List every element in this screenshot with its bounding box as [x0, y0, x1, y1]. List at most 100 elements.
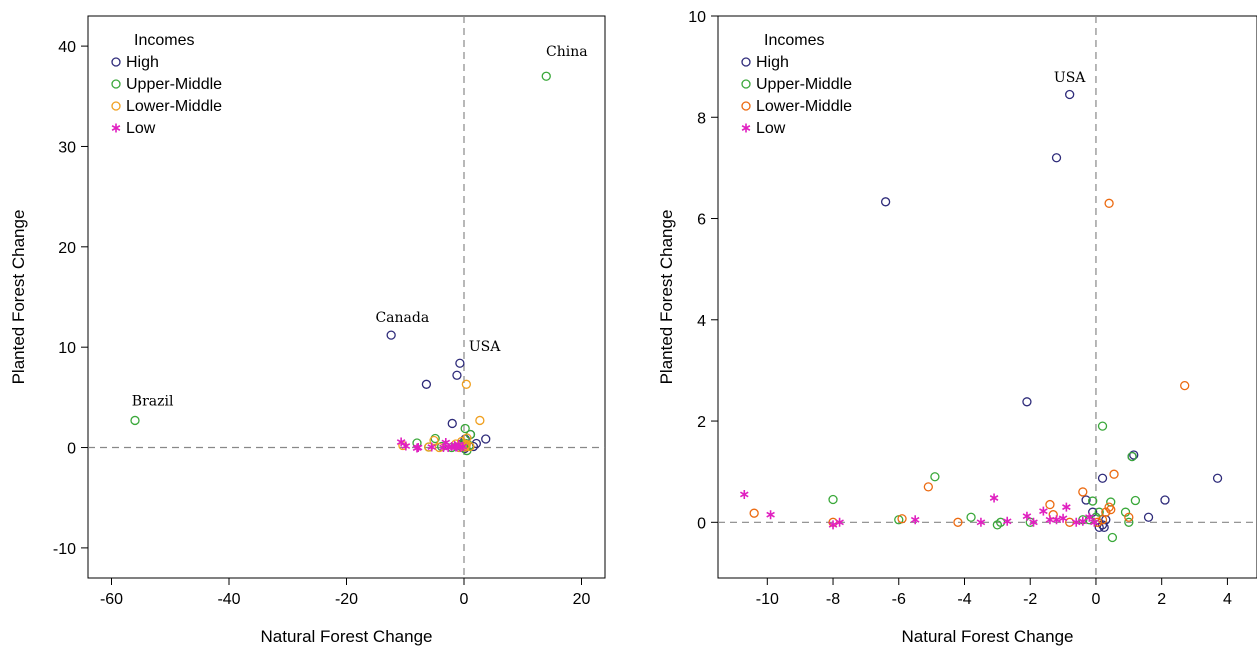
legend-entry-label: Upper-Middle: [756, 76, 852, 93]
data-point: [447, 418, 457, 429]
legend: Incomes High Upper-Middle Lower-Middle Low: [111, 32, 222, 137]
data-point: [1085, 512, 1094, 522]
y-tick-label: -10: [53, 541, 76, 558]
data-point: [481, 434, 491, 444]
x-axis-label: Natural Forest Change: [261, 627, 433, 646]
point-annotation: USA: [469, 339, 501, 355]
data-point: [1094, 507, 1104, 517]
point-annotation: China: [546, 44, 588, 60]
x-tick-label: -60: [100, 591, 123, 608]
point-annotation: Canada: [375, 310, 429, 326]
data-point: [1045, 515, 1055, 525]
data-point: [766, 510, 775, 520]
data-point: [465, 441, 475, 452]
legend-entry-label: High: [756, 54, 789, 71]
legend-entry-label: Upper-Middle: [126, 76, 222, 93]
legend-marker: [741, 123, 751, 133]
series-low: [396, 437, 468, 453]
data-point: [130, 415, 140, 426]
legend-marker: [111, 79, 121, 89]
series-high: [880, 89, 1223, 533]
data-point: [739, 489, 749, 499]
legend-title: Incomes: [764, 32, 824, 49]
legend-entry-label: High: [126, 54, 159, 71]
data-point: [455, 358, 465, 368]
data-point: [976, 517, 986, 527]
legend-marker: [111, 57, 121, 67]
data-point: [1071, 517, 1081, 527]
data-point: [475, 415, 485, 426]
data-point: [1124, 517, 1134, 527]
data-point: [1081, 495, 1091, 505]
legend-entry-label: Lower-Middle: [756, 98, 852, 115]
data-point: [910, 515, 920, 525]
legend: Incomes High Upper-Middle Lower-Middle Low: [741, 32, 852, 137]
x-tick-label: 0: [1092, 591, 1101, 608]
data-point: [427, 442, 436, 452]
x-tick-label: -40: [217, 591, 240, 608]
data-point: [1002, 516, 1012, 526]
data-point: [1180, 380, 1190, 391]
data-point: [828, 520, 838, 530]
legend-marker: [741, 79, 751, 89]
data-point: [953, 517, 963, 527]
data-point: [386, 330, 396, 340]
y-tick-label: 10: [58, 340, 76, 357]
x-tick-label: -20: [335, 591, 358, 608]
legend-marker: [741, 101, 751, 111]
data-point: [1160, 495, 1170, 505]
series-low: [739, 489, 1099, 530]
data-point: [835, 517, 844, 527]
data-point: [1124, 512, 1134, 522]
legend-marker: [111, 101, 121, 111]
series-lower-middle-right: [749, 198, 1190, 527]
data-point: [439, 443, 448, 453]
data-point: [458, 442, 468, 452]
data-point: [1022, 511, 1032, 521]
data-point: [1090, 517, 1099, 527]
point-annotation: Brazil: [132, 393, 174, 409]
legend-marker: [111, 123, 121, 133]
data-point: [1130, 495, 1141, 506]
data-point: [1088, 496, 1098, 506]
data-point: [1097, 473, 1108, 483]
x-tick-label: -6: [892, 591, 906, 608]
data-point: [1045, 499, 1055, 510]
x-tick-label: 0: [460, 591, 469, 608]
x-tick-label: -10: [756, 591, 779, 608]
data-point: [1212, 473, 1223, 483]
data-point: [1101, 507, 1111, 517]
data-point: [1078, 487, 1088, 497]
data-point: [429, 435, 439, 446]
data-point: [1143, 512, 1154, 522]
x-tick-label: -8: [826, 591, 840, 608]
legend-entry-label: Lower-Middle: [126, 98, 222, 115]
data-point: [880, 197, 891, 207]
data-point: [930, 472, 940, 482]
x-axis-label: Natural Forest Change: [902, 627, 1074, 646]
y-tick-label: 4: [697, 313, 706, 330]
y-axis-label: Planted Forest Change: [657, 210, 676, 385]
data-point: [1127, 451, 1137, 462]
data-point: [1065, 89, 1075, 100]
x-tick-label: 4: [1223, 591, 1232, 608]
data-point: [1129, 450, 1139, 460]
data-point: [1109, 469, 1119, 479]
y-tick-label: 0: [67, 441, 76, 458]
data-point: [966, 512, 976, 522]
data-point: [541, 71, 551, 81]
data-point: [413, 443, 423, 453]
data-point: [1022, 397, 1032, 407]
data-point: [1078, 516, 1088, 526]
data-point: [452, 370, 462, 380]
data-point: [989, 493, 999, 503]
data-point: [1058, 513, 1068, 523]
series-lower-middle: [398, 379, 485, 453]
left-scatter-plot: -60 -40 -20 0 20 -10 0 10 20 30 40 Natural Forest C…: [9, 15, 606, 646]
legend-marker: [741, 57, 751, 67]
x-tick-label: 20: [573, 591, 591, 608]
legend-entry-label: Low: [756, 120, 786, 137]
data-point: [1051, 153, 1062, 163]
data-point: [897, 514, 907, 524]
